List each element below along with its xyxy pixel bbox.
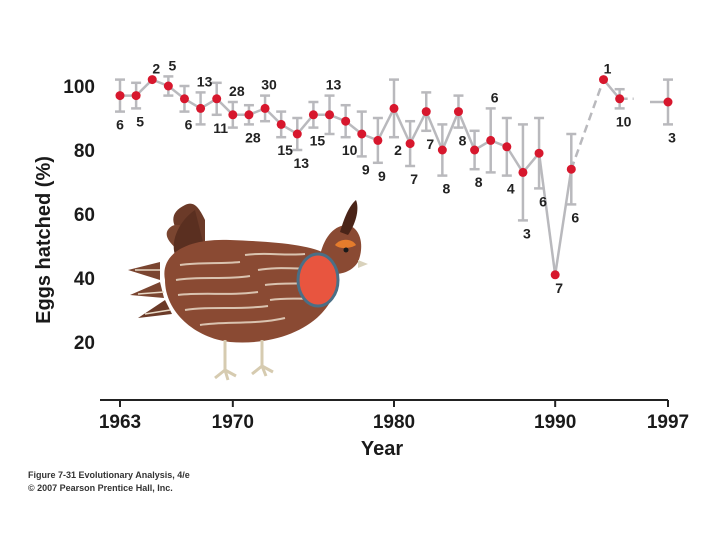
data-point <box>244 110 254 120</box>
data-point <box>421 107 431 117</box>
data-point <box>453 107 463 117</box>
sample-size-label: 5 <box>168 57 176 73</box>
data-point <box>308 110 318 120</box>
data-point <box>615 94 625 104</box>
series-segment <box>376 107 396 141</box>
series-segment <box>537 153 557 275</box>
axes <box>100 399 669 407</box>
data-point <box>566 164 576 174</box>
y-tick-label: 40 <box>74 269 95 290</box>
sample-size-label: 6 <box>539 193 547 209</box>
series-segment <box>409 111 428 145</box>
sample-size-label: 28 <box>229 83 245 99</box>
copyright-caption: © 2007 Pearson Prentice Hall, Inc. <box>28 483 173 493</box>
data-point <box>405 139 415 149</box>
data-point <box>131 91 141 101</box>
sample-size-label: 6 <box>491 89 499 105</box>
sample-size-label: 10 <box>342 142 358 158</box>
data-points <box>115 75 673 280</box>
sample-size-label: 6 <box>185 117 193 133</box>
figure-caption: Figure 7-31 Evolutionary Analysis, 4/e <box>28 470 190 480</box>
sample-size-label: 2 <box>152 61 160 77</box>
data-point <box>357 129 367 139</box>
data-point <box>276 119 286 129</box>
data-point <box>550 270 560 280</box>
sample-size-label: 7 <box>410 171 418 187</box>
sample-size-label: 28 <box>245 129 261 145</box>
data-point <box>179 94 189 104</box>
sample-size-label: 3 <box>668 129 676 145</box>
data-point <box>470 145 480 155</box>
prairie-chicken-icon <box>128 200 368 381</box>
data-point <box>663 97 673 107</box>
sample-size-label: 9 <box>378 168 386 184</box>
sample-size-label: 7 <box>426 136 434 152</box>
series-segment <box>457 111 476 151</box>
series-segment <box>553 169 573 275</box>
series-segment <box>505 146 524 174</box>
data-point <box>389 103 399 113</box>
series-segment <box>392 107 412 145</box>
sample-size-label: 8 <box>442 181 450 197</box>
sample-size-label: 6 <box>116 117 124 133</box>
data-point <box>534 148 544 158</box>
x-tick-label: 1963 <box>99 412 141 433</box>
y-tick-label: 100 <box>63 77 95 98</box>
sample-size-label: 30 <box>261 77 277 93</box>
data-point <box>196 103 206 113</box>
data-point <box>147 75 157 85</box>
data-point <box>292 129 302 139</box>
sample-size-label: 8 <box>475 174 483 190</box>
y-tick-label: 60 <box>74 205 95 226</box>
y-tick-label: 20 <box>74 333 95 354</box>
sample-size-label: 3 <box>523 225 531 241</box>
data-point <box>163 81 173 91</box>
data-point <box>518 167 528 177</box>
sample-size-label: 13 <box>294 155 310 171</box>
data-point <box>486 135 496 145</box>
x-tick-label: 1990 <box>534 412 576 433</box>
y-axis-title: Eggs hatched (%) <box>33 156 55 324</box>
sample-size-label: 13 <box>197 73 213 89</box>
y-tick-label: 80 <box>74 141 95 162</box>
data-point <box>502 142 512 152</box>
sample-size-label: 15 <box>310 133 326 149</box>
data-point <box>325 110 335 120</box>
data-point <box>437 145 447 155</box>
data-point <box>260 103 270 113</box>
sample-size-label: 13 <box>326 77 342 93</box>
ticks: 20 40 60 80 100 1963 1970 1980 1990 1997 <box>63 77 689 433</box>
sample-size-label: 4 <box>507 181 515 197</box>
data-point <box>212 94 222 104</box>
sample-size-label: 6 <box>571 209 579 225</box>
sample-size-label: 7 <box>555 280 563 296</box>
sample-size-label: 11 <box>213 120 228 136</box>
series-segment <box>441 111 460 151</box>
data-point <box>373 135 383 145</box>
x-tick-label: 1997 <box>647 412 689 433</box>
sample-size-label: 1 <box>604 61 612 77</box>
sample-size-label: 8 <box>459 133 467 149</box>
x-tick-label: 1980 <box>373 412 415 433</box>
data-point <box>599 75 609 85</box>
data-point <box>115 91 125 101</box>
sample-size-label: 9 <box>362 161 370 177</box>
series-segment-dashed <box>570 79 605 170</box>
data-point <box>228 110 238 120</box>
sample-size-label: 5 <box>136 113 144 129</box>
sample-size-label: 15 <box>277 142 293 158</box>
x-axis-title: Year <box>361 438 403 460</box>
sample-size-label: 10 <box>616 113 632 129</box>
series-segment <box>425 111 444 151</box>
sample-size-label: 2 <box>394 142 402 158</box>
data-point <box>341 116 351 126</box>
x-tick-label: 1970 <box>212 412 254 433</box>
